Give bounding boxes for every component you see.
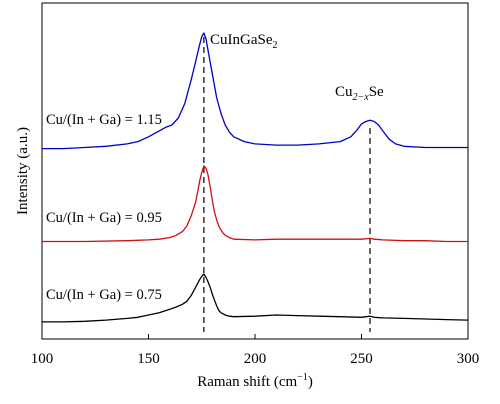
- series-label: Cu/(In + Ga) = 1.15: [46, 112, 162, 128]
- x-tick-label: 100: [31, 351, 54, 367]
- x-tick-label: 250: [350, 351, 373, 367]
- reference-lines: [203, 37, 371, 332]
- x-axis-ticks: 100 150 200 250 300: [31, 334, 480, 367]
- series-label: Cu/(In + Ga) = 0.95: [46, 210, 162, 226]
- annotation-cuingase2: CuInGaSe2: [210, 32, 278, 51]
- series-line: [42, 273, 469, 323]
- x-axis-title: Raman shift (cm−1): [197, 372, 313, 390]
- series-labels: Cu/(In + Ga) = 1.15 Cu/(In + Ga) = 0.95 Cu…: [46, 112, 162, 303]
- annotations: CuInGaSe2 Cu2−xSe: [210, 32, 384, 103]
- y-axis-title: Intensity (a.u.): [15, 127, 31, 215]
- series-line: [42, 32, 468, 150]
- x-axis-title-sup: −1: [297, 372, 308, 383]
- x-tick-label: 150: [137, 351, 160, 367]
- series-line: [42, 165, 468, 243]
- series-label: Cu/(In + Ga) = 0.75: [46, 287, 162, 303]
- annotation-cu2xse: Cu2−xSe: [335, 84, 384, 103]
- series-group: [42, 32, 469, 323]
- x-tick-label: 300: [457, 351, 480, 367]
- x-tick-label: 200: [244, 351, 267, 367]
